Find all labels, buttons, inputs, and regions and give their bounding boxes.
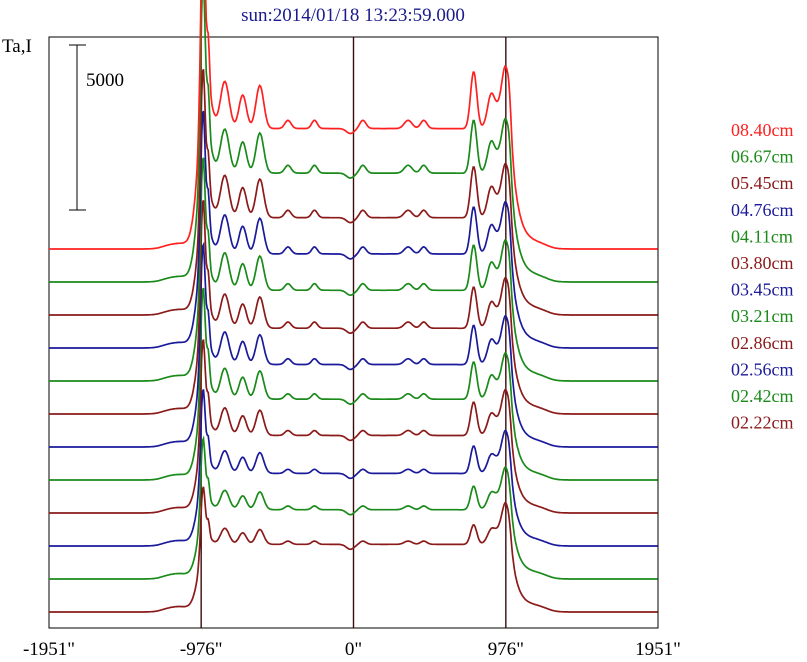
series-line-02.86cm [49, 339, 658, 514]
x-tick-label: 1951" [635, 639, 681, 660]
legend-entry: 06.67cm [731, 147, 794, 167]
legend-entry: 05.45cm [731, 173, 794, 193]
series-line-02.56cm [49, 389, 658, 547]
x-tick-label: -976" [180, 639, 223, 660]
legend-entry: 03.80cm [731, 253, 794, 273]
legend-entry: 02.42cm [731, 386, 794, 406]
series-line-03.80cm [49, 200, 658, 415]
legend-entry: 04.76cm [731, 200, 794, 220]
series-line-08.40cm [49, 0, 658, 250]
legend: 08.40cm 06.67cm 05.45cm 04.76cm 04.11cm 03.80… [731, 120, 794, 433]
legend-entry: 08.40cm [731, 120, 794, 140]
legend-entry: 02.22cm [731, 413, 794, 433]
series-line-03.21cm [49, 287, 658, 481]
chart-title: sun:2014/01/18 13:23:59.000 [241, 5, 465, 26]
series-traces [49, 0, 658, 613]
scale-bar [69, 44, 86, 211]
y-axis-label: Ta,I [2, 36, 32, 57]
x-tick-label: 0" [345, 639, 362, 660]
legend-entry: 04.11cm [731, 226, 793, 246]
legend-entry: 03.21cm [731, 306, 794, 326]
series-line-04.76cm [49, 110, 658, 349]
legend-entry: 02.56cm [731, 359, 794, 379]
x-tick-label: 976" [488, 639, 524, 660]
x-tick-label: -1951" [23, 639, 75, 660]
series-line-04.11cm [49, 157, 658, 382]
series-line-02.42cm [49, 435, 658, 580]
scale-bar-label: 5000 [86, 70, 124, 91]
series-line-05.45cm [49, 68, 658, 316]
series-line-02.22cm [49, 486, 658, 613]
series-line-03.45cm [49, 241, 658, 448]
series-line-06.67cm [49, 0, 658, 283]
legend-entry: 03.45cm [731, 280, 794, 300]
legend-entry: 02.86cm [731, 333, 794, 353]
x-tick-labels: -1951" -976" 0" 976" 1951" [23, 639, 681, 660]
